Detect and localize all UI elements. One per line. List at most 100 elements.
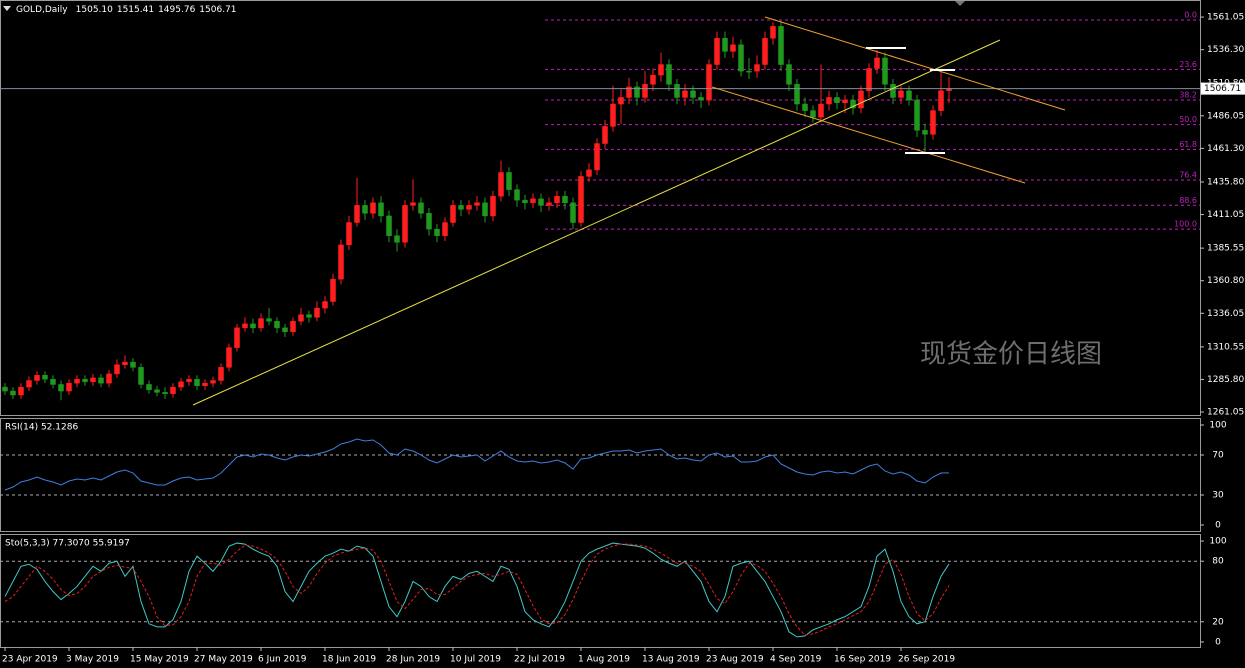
candle-body [650,74,656,85]
candle-body [482,202,488,217]
candle-body [690,90,696,98]
candle-body [218,367,224,381]
candle-body [210,380,216,384]
chart-title: GOLD,Daily [16,5,68,15]
candle-body [258,318,264,329]
candle-body [370,202,376,214]
x-tick-label: 13 Aug 2019 [642,655,700,665]
candle-body [394,235,400,243]
x-tick-label: 18 Jun 2019 [322,655,376,665]
candle-body [626,86,632,98]
candle-body [114,364,120,375]
chart-header: GOLD,Daily 1505.10 1515.41 1495.76 1506.71 [16,5,237,15]
indicator-title: RSI(14) 52.1286 [5,423,78,433]
candle-body [658,64,664,76]
y-tick-label: 80 [1212,557,1224,567]
y-tick-label: 1536.30 [1207,45,1244,55]
indicator-line [4,543,950,636]
candle-body [738,44,744,72]
candle-body [378,202,384,217]
y-tick-label: 1336.05 [1207,309,1244,319]
candle-body [778,26,784,65]
candle-body [882,57,888,85]
y-tick-label: 100 [1209,537,1226,547]
fib-label: 76.4 [1179,170,1197,179]
candle-body [202,382,208,387]
candle-body [18,386,24,396]
candle-body [730,44,736,52]
ohlc-value: 1495.76 [158,5,195,15]
candle-body [154,389,160,393]
candle-body [490,195,496,217]
candle-body [194,378,200,387]
candle-body [98,377,104,384]
candle-body [234,327,240,348]
candle-body [554,195,560,204]
candle-body [866,68,872,92]
drawings [192,16,1066,406]
candle-body [250,323,256,329]
candle-body [754,64,760,72]
candle-body [682,90,688,98]
candle-body [426,213,432,230]
candle-body [122,361,128,365]
x-tick-label: 26 Sep 2019 [898,655,955,665]
candle-body [906,90,912,101]
candle-body [330,278,336,302]
last-price-box [1201,82,1245,95]
candle-body [802,103,808,111]
candle-body [930,110,936,135]
y-tick-label: 1261.05 [1207,408,1244,418]
candle-body [498,172,504,197]
fib-label: 0.0 [1184,11,1197,20]
y-tick-label: 1285.80 [1207,375,1244,385]
candle-body [362,205,368,214]
candle-body [522,199,528,204]
y-tick-label: 0 [1215,637,1221,647]
candle-body [706,64,712,101]
candle-body [2,386,8,392]
candle-body [722,37,728,52]
trendline [192,39,1001,406]
indicator-line [4,542,950,638]
candle-body [794,84,800,105]
candle-body [874,57,880,69]
candle-body [186,378,192,383]
candle-body [594,143,600,171]
y-tick-label: 1310.55 [1207,342,1244,352]
candle-body [466,205,472,210]
candle-body [610,103,616,127]
candle-body [130,361,136,368]
x-tick-label: 1 Aug 2019 [578,655,630,665]
candle-body [842,99,848,103]
fib-label: 100.0 [1174,220,1197,229]
y-tick-label: 1486.05 [1207,111,1244,121]
candle-body [762,37,768,65]
x-tick-label: 27 May 2019 [194,655,253,665]
candle-body [714,37,720,65]
candle-body [834,97,840,103]
candle-body [530,198,536,204]
y-tick-label: 70 [1212,451,1224,461]
candle-body [138,367,144,385]
fib-label: 23.6 [1179,60,1197,69]
candle-body [226,347,232,368]
y-tick-label: 0 [1215,521,1221,531]
channel-upper [764,16,1066,111]
candle-body [178,381,184,388]
candle-body [162,392,168,394]
x-tick-label: 10 Jul 2019 [450,655,501,665]
candle-body [602,126,608,144]
candle-body [266,318,272,322]
candle-body [90,377,96,383]
x-tick-label: 6 Jun 2019 [258,655,307,665]
candle-body [890,84,896,98]
candle-body [898,90,904,98]
candle-body [298,314,304,322]
candle-body [642,84,648,98]
ohlc-value: 1506.71 [199,5,236,15]
candle-body [618,97,624,105]
shift-marker [955,1,965,6]
